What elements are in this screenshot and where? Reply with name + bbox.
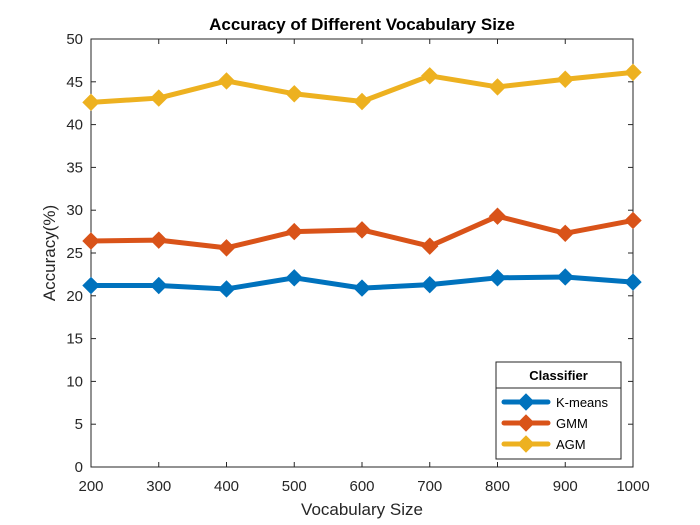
data-point-agm (353, 92, 371, 111)
legend-label: AGM (556, 437, 586, 452)
y-tick-label: 45 (66, 74, 83, 91)
data-point-k-means (624, 273, 642, 291)
data-point-gmm (285, 222, 303, 241)
data-point-gmm (150, 231, 168, 249)
data-point-k-means (353, 279, 371, 297)
legend-title: Classifier (529, 368, 588, 383)
data-point-k-means (285, 269, 303, 287)
data-point-gmm (624, 211, 642, 230)
x-tick-label: 200 (78, 478, 103, 495)
data-point-agm (421, 67, 439, 85)
legend-swatch-marker (517, 393, 535, 411)
data-point-agm (624, 63, 642, 82)
x-tick-label: 700 (417, 478, 442, 495)
x-tick-label: 300 (146, 478, 171, 495)
x-tick-label: 900 (553, 478, 578, 495)
data-point-agm (488, 78, 507, 96)
data-point-gmm (421, 237, 439, 255)
legend-label: GMM (556, 416, 588, 431)
data-point-k-means (421, 275, 439, 294)
y-tick-label: 20 (66, 288, 83, 305)
y-tick-label: 25 (66, 245, 83, 262)
x-tick-label: 500 (282, 478, 307, 495)
data-point-agm (217, 72, 236, 90)
legend-entry-k-means: K-means (501, 393, 609, 411)
x-axis-label: Vocabulary Size (301, 500, 423, 519)
y-tick-label: 40 (66, 117, 83, 134)
data-point-k-means (217, 280, 236, 298)
legend: Classifier K-means GMM AGM (495, 361, 622, 460)
y-tick-label: 10 (66, 373, 83, 390)
y-tick-label: 15 (66, 331, 83, 348)
data-point-agm (556, 70, 574, 88)
data-point-gmm (82, 232, 100, 250)
series-agm (82, 63, 642, 112)
legend-entry-agm: AGM (501, 435, 586, 453)
series-k-means (82, 268, 642, 298)
chart-title: Accuracy of Different Vocabulary Size (209, 15, 515, 34)
y-tick-label: 30 (66, 202, 83, 219)
y-tick-label: 50 (66, 31, 83, 48)
series-gmm (82, 207, 642, 257)
legend-entry-gmm: GMM (501, 414, 588, 432)
x-tick-label: 400 (214, 478, 239, 495)
x-tick-label: 1000 (616, 478, 649, 495)
y-tick-label: 0 (75, 459, 83, 476)
data-point-agm (82, 93, 100, 112)
data-point-gmm (217, 239, 236, 257)
series-layer (82, 63, 642, 298)
data-point-k-means (488, 269, 507, 287)
x-tick-label: 800 (485, 478, 510, 495)
x-tick-label: 600 (349, 478, 374, 495)
y-tick-label: 35 (66, 159, 83, 176)
y-axis-label: Accuracy(%) (40, 205, 59, 301)
data-point-agm (285, 85, 303, 103)
axes: 200 300 400 500 600 700 800 900 1000 0 5 10 15 20 25 30… (66, 31, 649, 495)
legend-swatch-marker (517, 435, 535, 453)
data-point-k-means (82, 276, 100, 295)
data-point-gmm (556, 224, 574, 243)
y-tick-label: 5 (75, 416, 83, 433)
legend-swatch-marker (517, 414, 535, 432)
data-point-k-means (150, 276, 168, 295)
data-point-gmm (488, 207, 507, 225)
data-point-k-means (556, 268, 574, 286)
legend-label: K-means (556, 395, 609, 410)
data-point-gmm (353, 221, 371, 239)
data-point-agm (150, 89, 168, 107)
